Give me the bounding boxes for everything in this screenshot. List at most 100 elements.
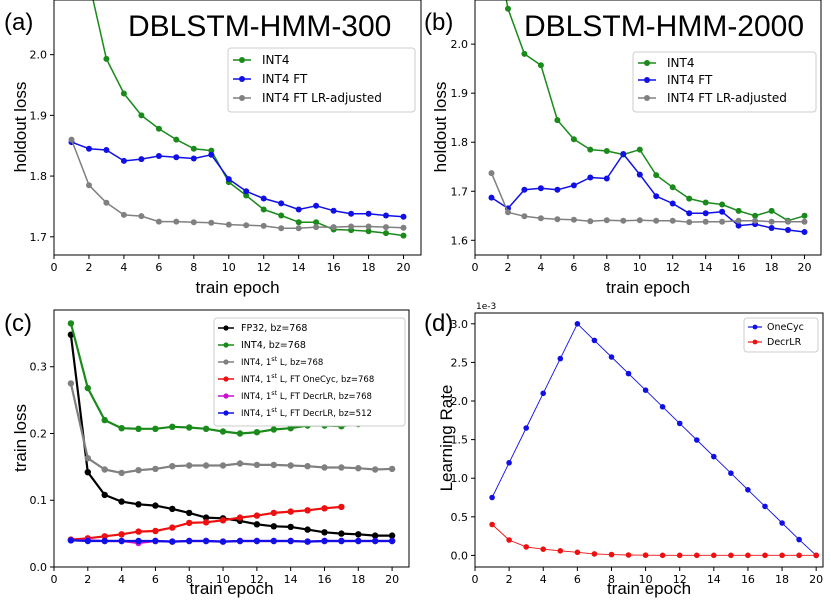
x-tick-label: 10 (639, 573, 653, 586)
x-tick-label: 12 (666, 261, 680, 274)
x-tick-label: 4 (540, 573, 547, 586)
data-point-int4-b (554, 117, 561, 124)
data-point-int4-ft-a (155, 153, 162, 159)
data-point-int4-1st-l-ft-decrlr-bz-512-c (219, 538, 227, 545)
y-tick-label: 1.6 (451, 234, 469, 247)
data-point-int4-bz-768-c (152, 425, 159, 432)
x-tick-label: 14 (292, 261, 306, 274)
data-point-fp32-bz-768-c (372, 532, 379, 539)
data-point-int4-1st-l-ft-decrlr-bz-512-c (388, 537, 396, 545)
data-point-int4-1st-l-ft-decrlr-bz-512-c (84, 537, 92, 545)
legend-box-a (227, 47, 416, 113)
data-point-fp32-bz-768-c (388, 532, 396, 539)
data-point-onecyc-d (489, 494, 495, 501)
data-point-int4-1st-l-ft-onecyc-bz-768-c (135, 528, 142, 535)
data-point-int4-ft-lr-adjusted-b (505, 209, 511, 216)
data-point-int4-1st-l-ft-onecyc-bz-768-c (118, 531, 125, 538)
data-point-int4-ft-b (537, 185, 544, 192)
panel-c: 0 2 4 6 8 10 12 14 16 18 20 0.0 0.1 0.2 0.3 (c) train … (4, 309, 410, 598)
data-point-int4-bz-768-c (219, 428, 227, 435)
chart-title-b: DBLSTM-HMM-2000 (524, 10, 804, 43)
data-point-int4-ft-lr-adjusted-a (138, 213, 145, 220)
data-point-int4-ft-b (653, 193, 660, 200)
data-point-int4-1st-l-ft-decrlr-bz-512-c (169, 538, 176, 545)
data-point-int4-bz-768-c (287, 425, 294, 432)
data-point-int4-1st-l-bz-768-c (321, 464, 328, 471)
data-point-int4-ft-b (801, 229, 808, 235)
data-point-decrlr-d (591, 551, 598, 557)
data-point-int4-a (155, 125, 162, 132)
data-point-fp32-bz-768-c (135, 501, 142, 508)
data-point-int4-bz-768-c (202, 425, 210, 432)
data-point-int4-ft-b (785, 227, 791, 233)
panel-label-b: (b) (424, 9, 453, 36)
data-point-int4-ft-lr-adjusted-b (653, 217, 660, 224)
x-tick-label: 12 (673, 573, 687, 586)
data-point-int4-a (295, 219, 302, 226)
data-point-int4-ft-lr-adjusted-b (521, 213, 528, 220)
plot-frame-a (53, 0, 422, 256)
data-point-onecyc-d (523, 425, 529, 431)
data-point-int4-1st-l-ft-onecyc-bz-768-c (202, 519, 210, 526)
data-point-int4-ft-a (348, 210, 355, 217)
data-point-int4-ft-b (702, 210, 709, 217)
data-point-int4-bz-768-c (135, 425, 142, 432)
data-point-int4-1st-l-bz-768-c (304, 463, 311, 470)
data-point-int4-ft-lr-adjusted-a (365, 223, 372, 230)
data-point-int4-1st-l-ft-onecyc-bz-768-c (101, 533, 108, 540)
legend-c: FP32, bz=768 INT4, bz=768 INT4, 1st L, b… (213, 317, 406, 427)
data-point-int4-a (120, 90, 127, 97)
data-point-int4-a (173, 136, 180, 143)
y-tick-label: 0.3 (30, 361, 48, 374)
data-point-int4-1st-l-ft-decrlr-bz-512-c (304, 538, 311, 545)
data-point-decrlr-d (694, 552, 700, 559)
data-point-int4-ft-lr-adjusted-b (752, 217, 759, 224)
data-point-int4-1st-l-bz-768-c (219, 462, 227, 469)
data-point-int4-ft-a (400, 213, 407, 220)
y-axis-label-d: Learning Rate (437, 385, 456, 492)
data-point-int4-b (653, 172, 660, 179)
data-point-int4-a (208, 147, 215, 154)
legend-label-int4-ft-lr-a: INT4 FT LR-adjusted (262, 91, 382, 105)
plot-frame-b (474, 0, 822, 256)
data-point-int4-ft-a (313, 202, 320, 209)
data-point-int4-b (537, 62, 544, 69)
panel-label-c: (c) (4, 310, 32, 337)
series-line-int4-ft-a (71, 141, 404, 218)
x-tick-label: 4 (537, 261, 544, 274)
data-point-decrlr-d (676, 552, 683, 559)
data-point-int4-ft-b (735, 222, 742, 229)
data-point-decrlr-d (659, 552, 666, 559)
data-point-int4-1st-l-bz-768-c (355, 465, 362, 472)
data-point-int4-ft-lr-adjusted-b (702, 218, 709, 225)
data-point-onecyc-d (745, 487, 751, 493)
data-point-onecyc-d (659, 404, 666, 410)
data-point-onecyc-d (608, 354, 615, 360)
data-point-int4-ft-lr-adjusted-a (190, 219, 197, 226)
legend-marker-decrlr768-c (223, 393, 229, 399)
data-point-int4-ft-b (636, 171, 643, 178)
y-tick-label: 1.7 (451, 185, 469, 198)
x-tick-label: 4 (120, 261, 127, 274)
data-point-int4-1st-l-bz-768-c (84, 455, 92, 462)
data-point-decrlr-d (523, 544, 529, 550)
data-point-int4-ft-lr-adjusted-a (330, 224, 337, 231)
data-point-int4-ft-lr-adjusted-a (243, 222, 250, 229)
data-point-fp32-bz-768-c (253, 521, 261, 528)
x-tick-label: 6 (155, 261, 162, 274)
data-point-int4-ft-lr-adjusted-a (68, 136, 75, 143)
data-point-int4-1st-l-ft-decrlr-bz-512-c (270, 537, 277, 545)
data-point-int4-1st-l-bz-768-c (169, 463, 176, 470)
series-line-onecyc-d (491, 323, 817, 556)
data-point-int4-ft-a (260, 195, 267, 202)
legend-label-int4-b: INT4 (667, 56, 694, 70)
data-point-onecyc-d (762, 503, 768, 510)
data-point-int4-1st-l-bz-768-c (338, 464, 345, 471)
data-point-int4-bz-768-c (101, 416, 108, 424)
legend-label-int4-ft-lr-b: INT4 FT LR-adjusted (667, 91, 787, 105)
data-point-int4-1st-l-ft-decrlr-bz-512-c (152, 537, 159, 545)
x-tick-label: 18 (351, 573, 365, 586)
data-point-int4-ft-lr-adjusted-b (768, 218, 775, 225)
data-point-int4-b (603, 148, 610, 154)
